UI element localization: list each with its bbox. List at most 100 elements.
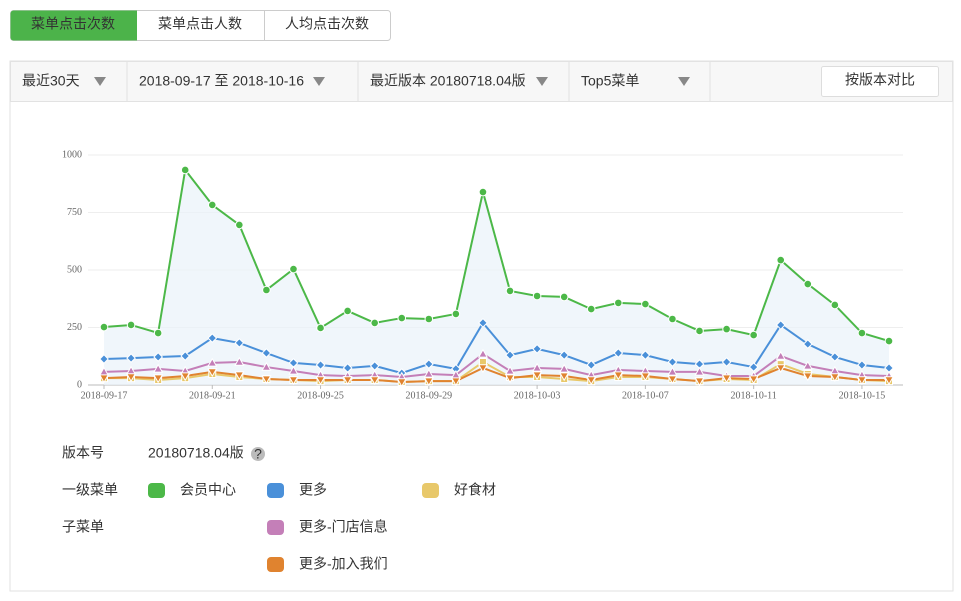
point (126, 353, 136, 363)
legend-label[interactable]: 会员中心 (180, 482, 236, 498)
point (423, 377, 434, 387)
point (830, 300, 840, 310)
point (235, 220, 244, 230)
point (450, 377, 461, 387)
filter-label[interactable]: 2018-09-17 至 2018-10-16 (139, 73, 304, 89)
point (423, 368, 434, 378)
point (613, 348, 624, 358)
point (857, 328, 867, 338)
point (504, 365, 516, 375)
point (695, 326, 704, 336)
legend-swatch[interactable] (267, 520, 284, 535)
point (289, 264, 298, 274)
point (288, 365, 299, 375)
x-tick-label: 2018-10-03 (514, 390, 561, 401)
point (694, 377, 705, 387)
point (532, 362, 543, 372)
x-tick-label: 2018-10-15 (839, 390, 886, 401)
point (694, 366, 705, 376)
point (478, 317, 488, 328)
point (775, 364, 786, 374)
point (803, 279, 813, 289)
point (153, 328, 163, 338)
point (776, 255, 786, 265)
series-line (103, 167, 890, 343)
point (532, 371, 543, 381)
point (532, 343, 543, 354)
legend-label[interactable]: 更多-门店信息 (299, 519, 388, 535)
help-mark[interactable]: ? (254, 446, 262, 462)
point (316, 323, 325, 333)
point (98, 374, 110, 384)
point (370, 318, 379, 328)
x-tick-label: 2018-10-07 (622, 390, 669, 401)
point (559, 363, 570, 373)
point (856, 376, 867, 386)
point (478, 187, 488, 197)
y-tick-label: 750 (67, 207, 82, 218)
filter-bar (10, 61, 953, 102)
point (802, 339, 813, 349)
point (207, 333, 218, 343)
x-tick-label: 2018-09-25 (297, 390, 344, 401)
point (180, 165, 190, 175)
point (667, 357, 678, 367)
legend-label[interactable]: 更多-加入我们 (299, 556, 388, 572)
y-tick-label: 0 (77, 379, 82, 390)
compare-button[interactable] (821, 66, 939, 97)
point (99, 322, 109, 332)
area-fill (104, 169, 889, 385)
point (207, 200, 217, 210)
point (586, 376, 597, 386)
tab-active[interactable] (10, 10, 138, 41)
filter-label[interactable]: Top5菜单 (581, 73, 639, 89)
point (640, 350, 651, 361)
point (369, 376, 380, 386)
separators (126, 62, 711, 101)
point (614, 298, 623, 308)
legend-label[interactable]: 更多 (299, 482, 327, 498)
point (261, 375, 272, 385)
point (640, 372, 651, 382)
x-tick-label: 2018-09-21 (189, 390, 236, 401)
series-line (103, 366, 889, 384)
legend-swatch[interactable] (148, 483, 165, 498)
compare-label[interactable]: 按版本对比 (845, 72, 915, 88)
point (207, 357, 218, 367)
point (315, 360, 326, 370)
dropdown-arrow (536, 77, 548, 86)
x-tick-label: 2018-09-29 (405, 390, 452, 401)
legend-swatch[interactable] (267, 483, 284, 498)
point (288, 376, 299, 386)
tab-label[interactable]: 菜单点击次数 (31, 16, 115, 32)
point (342, 376, 353, 386)
point (261, 348, 272, 358)
point (559, 292, 569, 302)
point (397, 313, 407, 323)
legend-group-label: 一级菜单 (62, 482, 118, 498)
tab-label[interactable]: 人均点击次数 (285, 16, 369, 32)
point (775, 350, 786, 360)
point (153, 374, 164, 384)
legend-swatch[interactable] (267, 557, 284, 572)
filter-label[interactable]: 最近版本 20180718.04版 (370, 73, 526, 89)
help-icon[interactable] (251, 447, 265, 461)
y-tick-label: 250 (67, 322, 82, 333)
point (99, 354, 109, 364)
point (451, 309, 461, 319)
point (505, 286, 515, 296)
point (477, 364, 489, 374)
point (262, 285, 271, 295)
point (802, 372, 813, 382)
point (586, 360, 597, 370)
filter-label[interactable]: 最近30天 (22, 73, 80, 89)
legend-swatch[interactable] (422, 483, 439, 498)
point (532, 291, 542, 301)
dropdown-arrow (313, 77, 325, 86)
legend-label[interactable]: 好食材 (454, 482, 496, 498)
point (559, 350, 570, 361)
point (668, 314, 677, 324)
point (504, 374, 516, 384)
tab-label[interactable]: 菜单点击人数 (158, 16, 242, 32)
